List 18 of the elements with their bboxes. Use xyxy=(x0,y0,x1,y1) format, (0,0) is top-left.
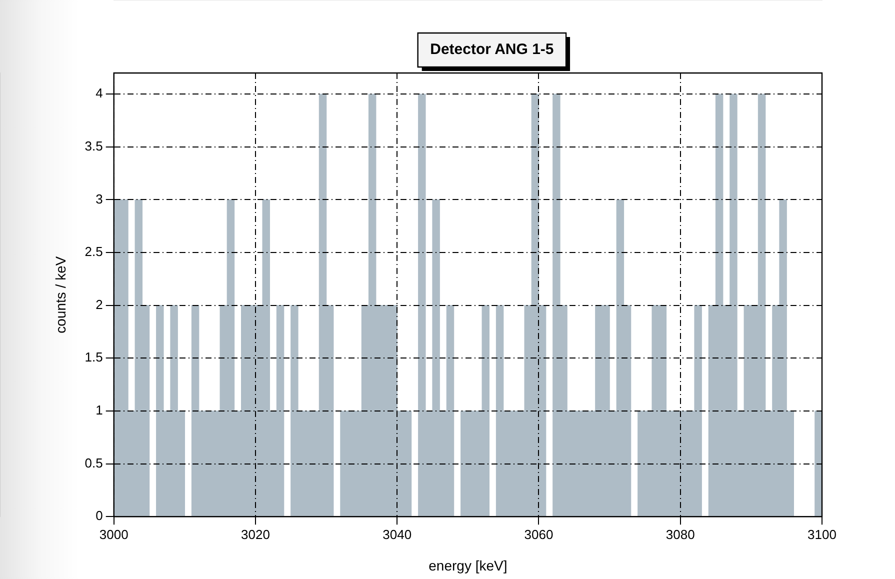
y-tick-label: 0 xyxy=(96,508,103,524)
y-tick-label: 3 xyxy=(96,191,103,206)
x-tick-label: 3040 xyxy=(382,526,412,542)
y-tick-label: 1 xyxy=(96,402,103,418)
y-tick-label: 3.5 xyxy=(84,138,103,154)
y-tick-label: 2.5 xyxy=(84,244,103,260)
y-tick-label: 1.5 xyxy=(84,350,103,365)
x-tick-label: 3060 xyxy=(524,526,554,542)
y-tick-label: 0.5 xyxy=(84,455,103,470)
x-tick-label: 3000 xyxy=(99,526,128,542)
x-axis-title: energy [keV] xyxy=(428,557,508,574)
y-tick-label: 4 xyxy=(96,86,103,101)
y-tick-label: 2 xyxy=(96,296,103,312)
x-tick-label: 3020 xyxy=(241,526,270,542)
y-axis-title: counts / keV xyxy=(52,256,68,334)
x-tick-label: 3080 xyxy=(666,526,695,542)
chart-title: Detector ANG 1-5 xyxy=(430,41,554,58)
x-tick-label: 3100 xyxy=(808,526,836,542)
